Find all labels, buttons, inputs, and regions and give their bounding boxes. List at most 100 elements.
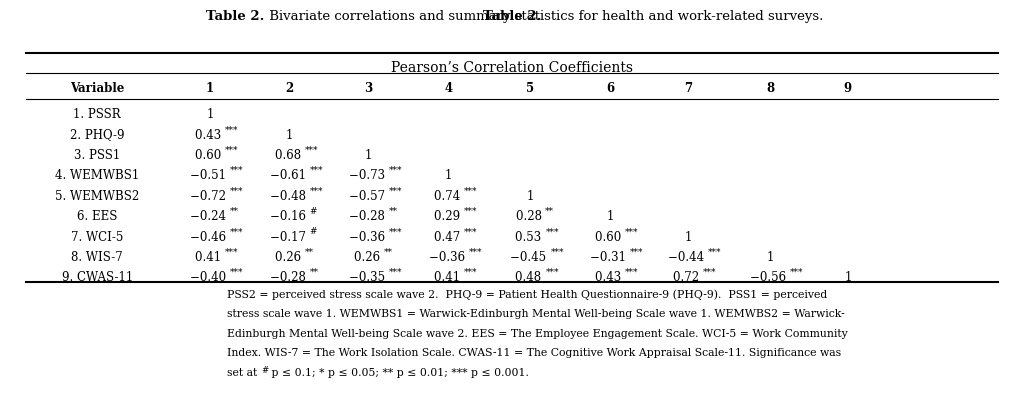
- Text: ***: ***: [229, 166, 244, 175]
- Text: 6. EES: 6. EES: [77, 210, 118, 223]
- Text: #: #: [309, 227, 317, 236]
- Text: 0.28: 0.28: [515, 210, 546, 223]
- Text: ***: ***: [703, 268, 717, 277]
- Text: ***: ***: [388, 227, 402, 236]
- Text: −0.56: −0.56: [751, 271, 790, 284]
- Text: −0.61: −0.61: [270, 169, 309, 182]
- Text: 1: 1: [365, 149, 373, 162]
- Text: ***: ***: [388, 268, 402, 277]
- Text: Edinburgh Mental Well-being Scale wave 2. EES = The Employee Engagement Scale. W: Edinburgh Mental Well-being Scale wave 2…: [227, 329, 848, 339]
- Text: 0.48: 0.48: [515, 271, 546, 284]
- Text: −0.36: −0.36: [429, 251, 468, 264]
- Text: #: #: [261, 366, 268, 375]
- Text: 1: 1: [766, 251, 774, 264]
- Text: set at: set at: [227, 368, 261, 378]
- Text: **: **: [229, 207, 239, 216]
- Text: 0.60: 0.60: [195, 149, 225, 162]
- Text: 8. WIS-7: 8. WIS-7: [72, 251, 123, 264]
- Text: ***: ***: [309, 166, 324, 175]
- Text: 9: 9: [844, 82, 852, 95]
- Text: ***: ***: [626, 268, 639, 277]
- Text: −0.51: −0.51: [190, 169, 229, 182]
- Text: −0.44: −0.44: [669, 251, 708, 264]
- Text: 1: 1: [206, 108, 214, 121]
- Text: 0.26: 0.26: [353, 251, 384, 264]
- Text: ***: ***: [225, 125, 239, 134]
- Text: 1: 1: [606, 210, 614, 223]
- Text: ***: ***: [229, 268, 244, 277]
- Text: −0.57: −0.57: [349, 190, 388, 203]
- Text: 7: 7: [684, 82, 692, 95]
- Text: 2: 2: [286, 82, 294, 95]
- Text: 0.41: 0.41: [433, 271, 464, 284]
- Text: −0.31: −0.31: [591, 251, 630, 264]
- Text: −0.46: −0.46: [190, 231, 229, 244]
- Text: 0.47: 0.47: [433, 231, 464, 244]
- Text: ***: ***: [546, 227, 559, 236]
- Text: ***: ***: [388, 186, 402, 195]
- Text: 1: 1: [206, 82, 214, 95]
- Text: stress scale wave 1. WEMWBS1 = Warwick-Edinburgh Mental Well-being Scale wave 1.: stress scale wave 1. WEMWBS1 = Warwick-E…: [227, 309, 845, 319]
- Text: ***: ***: [464, 227, 477, 236]
- Text: 1: 1: [444, 169, 453, 182]
- Text: ***: ***: [305, 146, 318, 155]
- Text: 3. PSS1: 3. PSS1: [74, 149, 121, 162]
- Text: −0.16: −0.16: [270, 210, 309, 223]
- Text: −0.28: −0.28: [349, 210, 388, 223]
- Text: ***: ***: [468, 248, 482, 257]
- Text: Variable: Variable: [70, 82, 125, 95]
- Text: −0.28: −0.28: [270, 271, 309, 284]
- Text: 1: 1: [286, 129, 294, 142]
- Text: Table 2.: Table 2.: [206, 10, 264, 23]
- Text: Pearson’s Correlation Coefficients: Pearson’s Correlation Coefficients: [391, 61, 633, 75]
- Text: 1: 1: [844, 271, 852, 284]
- Text: **: **: [309, 268, 318, 277]
- Text: 4. WEMWBS1: 4. WEMWBS1: [55, 169, 139, 182]
- Text: 0.26: 0.26: [274, 251, 305, 264]
- Text: Index. WIS-7 = The Work Isolation Scale. CWAS-11 = The Cognitive Work Appraisal : Index. WIS-7 = The Work Isolation Scale.…: [227, 348, 842, 359]
- Text: p ≤ 0.1; * p ≤ 0.05; ** p ≤ 0.01; *** p ≤ 0.001.: p ≤ 0.1; * p ≤ 0.05; ** p ≤ 0.01; *** p …: [268, 368, 529, 378]
- Text: −0.40: −0.40: [190, 271, 229, 284]
- Text: **: **: [388, 207, 397, 216]
- Text: #: #: [309, 207, 317, 216]
- Text: 0.29: 0.29: [433, 210, 464, 223]
- Text: ***: ***: [790, 268, 804, 277]
- Text: **: **: [384, 248, 392, 257]
- Text: 5: 5: [526, 82, 535, 95]
- Text: ***: ***: [546, 268, 559, 277]
- Text: ***: ***: [626, 227, 639, 236]
- Text: ***: ***: [630, 248, 644, 257]
- Text: Bivariate correlations and summary statistics for health and work-related survey: Bivariate correlations and summary stati…: [264, 10, 823, 23]
- Text: ***: ***: [464, 186, 477, 195]
- Text: 0.43: 0.43: [595, 271, 626, 284]
- Text: 0.43: 0.43: [195, 129, 225, 142]
- Text: −0.24: −0.24: [190, 210, 229, 223]
- Text: 9. CWAS-11: 9. CWAS-11: [61, 271, 133, 284]
- Text: 0.74: 0.74: [433, 190, 464, 203]
- Text: −0.17: −0.17: [270, 231, 309, 244]
- Text: −0.73: −0.73: [349, 169, 388, 182]
- Text: −0.36: −0.36: [349, 231, 388, 244]
- Text: 5. WEMWBS2: 5. WEMWBS2: [55, 190, 139, 203]
- Text: 2. PHQ-9: 2. PHQ-9: [70, 129, 125, 142]
- Text: ***: ***: [550, 248, 564, 257]
- Text: **: **: [546, 207, 554, 216]
- Text: ***: ***: [464, 268, 477, 277]
- Text: ***: ***: [225, 146, 239, 155]
- Text: ***: ***: [708, 248, 722, 257]
- Text: −0.48: −0.48: [270, 190, 309, 203]
- Text: −0.35: −0.35: [349, 271, 388, 284]
- Text: PSS2 = perceived stress scale wave 2.  PHQ-9 = Patient Health Questionnaire-9 (P: PSS2 = perceived stress scale wave 2. PH…: [227, 290, 827, 300]
- Text: 7. WCI-5: 7. WCI-5: [71, 231, 124, 244]
- Text: 0.60: 0.60: [595, 231, 626, 244]
- Text: ***: ***: [229, 227, 244, 236]
- Text: Table 2.: Table 2.: [482, 10, 542, 23]
- Text: 6: 6: [606, 82, 614, 95]
- Text: 1. PSSR: 1. PSSR: [74, 108, 121, 121]
- Text: ***: ***: [309, 186, 324, 195]
- Text: ***: ***: [229, 186, 244, 195]
- Text: 1: 1: [684, 231, 692, 244]
- Text: 0.41: 0.41: [195, 251, 225, 264]
- Text: 0.72: 0.72: [673, 271, 703, 284]
- Text: 0.68: 0.68: [274, 149, 305, 162]
